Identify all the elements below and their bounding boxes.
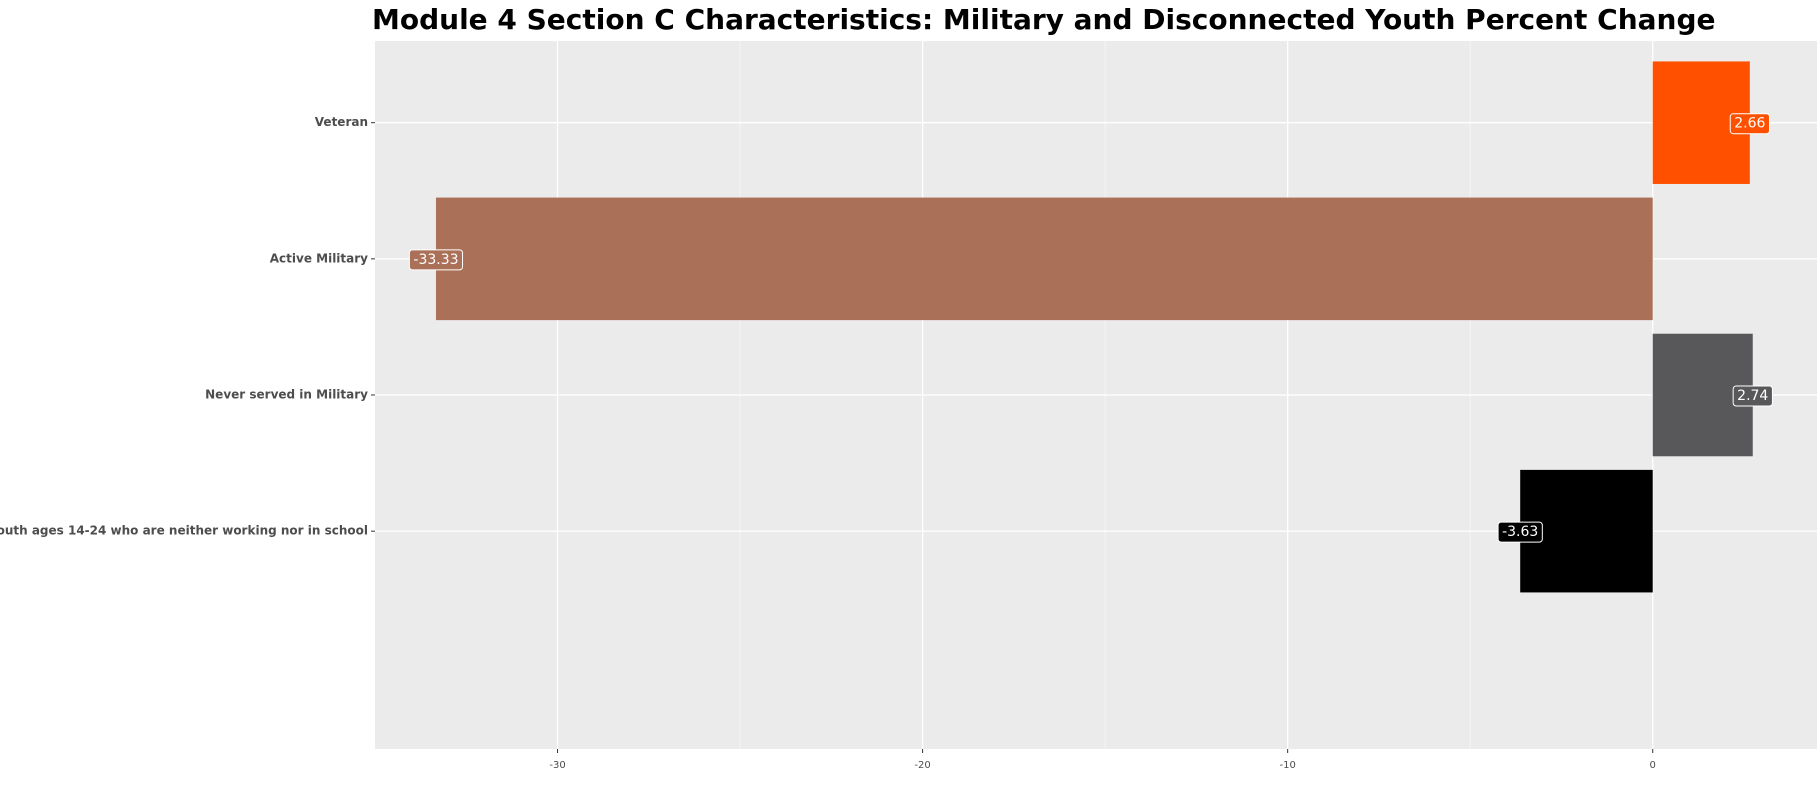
value-label-box — [408, 249, 464, 271]
value-label: -33.33 — [413, 252, 458, 268]
bar — [435, 197, 1653, 321]
value-label: 2.74 — [1737, 388, 1768, 404]
x-tick-label: -10 — [1279, 760, 1295, 771]
y-tick-label: Active Military — [270, 251, 368, 265]
value-label: 2.66 — [1734, 116, 1765, 132]
value-label: -3.63 — [1502, 524, 1538, 540]
y-tick-label: Youth ages 14-24 who are neither working… — [0, 524, 368, 538]
value-label-box — [1732, 385, 1773, 407]
x-tick-label: -30 — [549, 760, 565, 771]
y-tick-label: Never served in Military — [205, 388, 368, 402]
y-tick-label: Veteran — [315, 115, 368, 129]
value-label-box — [1729, 113, 1771, 135]
x-tick-label: -20 — [914, 760, 930, 771]
x-tick-label: 0 — [1650, 760, 1656, 771]
chart-title: Module 4 Section C Characteristics: Mili… — [372, 3, 1716, 36]
value-label-box — [1497, 521, 1543, 543]
